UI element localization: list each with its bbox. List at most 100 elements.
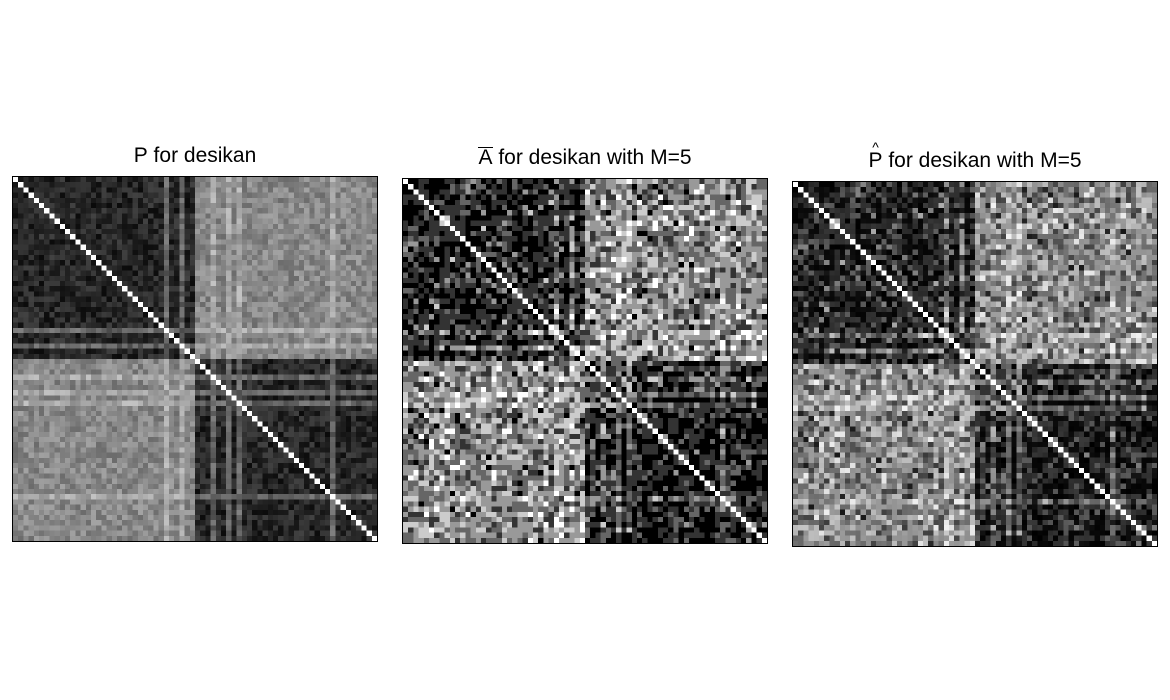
- heatmap-cell: [226, 525, 232, 531]
- heatmap-cell: [241, 177, 248, 183]
- heatmap-cell: [143, 244, 149, 250]
- heatmap-cell: [80, 525, 86, 531]
- heatmap-cell: [122, 515, 128, 521]
- heatmap-cell: [101, 452, 107, 458]
- heatmap-cell: [278, 187, 284, 193]
- heatmap-cell: [54, 234, 60, 240]
- heatmap-cell: [221, 509, 227, 516]
- heatmap-cell: [39, 343, 45, 349]
- heatmap-cell: [195, 411, 201, 417]
- heatmap-cell: [158, 239, 164, 245]
- heatmap-cell: [226, 478, 232, 484]
- heatmap-cell: [70, 343, 76, 349]
- heatmap-cell: [356, 343, 362, 349]
- heatmap-cell: [179, 312, 185, 318]
- heatmap-cell: [221, 229, 227, 235]
- heatmap-cell: [13, 327, 19, 334]
- heatmap-cell: [356, 203, 362, 209]
- heatmap-cell: [371, 338, 377, 344]
- heatmap-cell: [96, 421, 102, 427]
- heatmap-cell: [70, 457, 76, 464]
- heatmap-cell: [371, 483, 377, 490]
- heatmap-cell: [122, 296, 128, 302]
- heatmap-cell: [304, 489, 310, 495]
- heatmap-cell: [101, 265, 107, 271]
- heatmap-cell: [59, 187, 66, 193]
- heatmap-cell: [325, 177, 331, 183]
- heatmap-cell: [33, 421, 40, 427]
- heatmap-cell: [361, 452, 367, 458]
- heatmap-cell: [413, 184, 419, 190]
- heatmap-cell: [174, 359, 180, 365]
- heatmap-cell: [361, 457, 367, 464]
- heatmap-cell: [267, 530, 274, 536]
- heatmap-cell: [153, 411, 159, 417]
- heatmap-cell: [101, 390, 107, 396]
- heatmap-cell: [169, 327, 175, 334]
- heatmap-cell: [273, 525, 279, 531]
- heatmap-cell: [340, 395, 346, 401]
- heatmap-cell: [356, 265, 362, 271]
- heatmap-cell: [335, 327, 341, 334]
- heatmap-cell: [184, 416, 190, 422]
- heatmap-cell: [148, 489, 154, 495]
- heatmap-cell: [163, 182, 170, 188]
- heatmap-cell: [80, 348, 86, 354]
- heatmap-cell: [132, 411, 138, 417]
- heatmap-cell: [215, 369, 222, 375]
- heatmap-cell: [96, 416, 102, 422]
- heatmap-cell: [325, 239, 331, 245]
- heatmap-cell: [85, 468, 92, 474]
- heatmap-cell: [299, 307, 305, 313]
- heatmap-cell: [236, 416, 242, 422]
- heatmap-cell: [127, 489, 133, 495]
- heatmap-cell: [143, 359, 149, 365]
- heatmap-cell: [340, 255, 346, 261]
- heatmap-cell: [366, 400, 372, 406]
- heatmap-cell: [215, 265, 222, 271]
- heatmap-cell: [23, 333, 29, 339]
- bar-accent-icon: [478, 147, 493, 148]
- heatmap-cell: [23, 187, 29, 193]
- heatmap-cell: [273, 343, 279, 349]
- heatmap-cell: [247, 317, 253, 323]
- heatmap-cell: [49, 535, 55, 541]
- heatmap-cell: [293, 390, 300, 396]
- heatmap-cell: [49, 353, 55, 360]
- heatmap-cell: [195, 312, 201, 318]
- heatmap-cell: [236, 515, 242, 521]
- heatmap-cell: [158, 333, 164, 339]
- heatmap-cell: [200, 369, 206, 375]
- heatmap-cell: [351, 442, 357, 448]
- heatmap-cell: [356, 431, 362, 438]
- heatmap-cell: [252, 291, 258, 297]
- heatmap-cell: [70, 473, 76, 479]
- heatmap-cell: [184, 270, 190, 276]
- heatmap-cell: [33, 353, 40, 360]
- heatmap-cell: [309, 483, 315, 490]
- heatmap-cell: [122, 374, 128, 380]
- heatmap-cell: [262, 348, 268, 354]
- heatmap-cell: [33, 275, 40, 282]
- panel-abar-title: A for desikan with M=5: [402, 146, 768, 170]
- heatmap-cell: [163, 327, 170, 334]
- heatmap-cell: [195, 530, 201, 536]
- heatmap-cell: [39, 187, 45, 193]
- heatmap-cell: [39, 463, 45, 469]
- heatmap-cell: [91, 275, 97, 282]
- heatmap-cell: [59, 317, 66, 323]
- heatmap-cell: [122, 426, 128, 432]
- heatmap-cell: [325, 447, 331, 453]
- heatmap-cell: [91, 364, 97, 370]
- heatmap-cell: [293, 405, 300, 412]
- heatmap-cell: [70, 483, 76, 490]
- heatmap-cell: [13, 187, 19, 193]
- heatmap-cell: [122, 338, 128, 344]
- heatmap-cell: [132, 489, 138, 495]
- heatmap-cell: [439, 184, 445, 190]
- heatmap-cell: [366, 343, 372, 349]
- heatmap-cell: [75, 301, 81, 308]
- heatmap-cell: [325, 525, 331, 531]
- heatmap-cell: [179, 239, 185, 245]
- heatmap-cell: [39, 291, 45, 297]
